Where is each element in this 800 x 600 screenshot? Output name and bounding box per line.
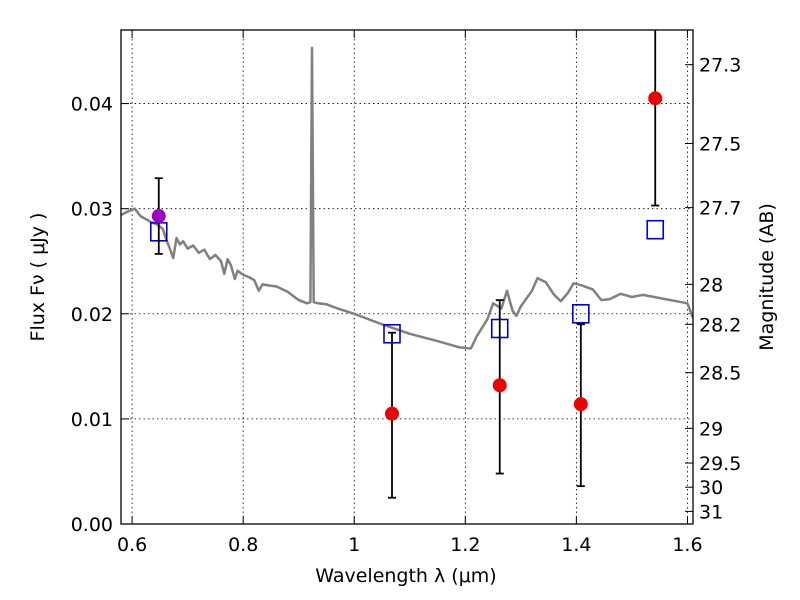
y-tick-label: 0.03 — [71, 199, 113, 221]
magnitude-tick-label: 29.5 — [699, 453, 741, 475]
model-photometry-square — [646, 219, 665, 240]
magnitude-tick-label: 28.2 — [699, 314, 741, 336]
x-axis-label: Wavelength λ (μm) — [315, 565, 496, 587]
magnitude-tick-label: 27.7 — [699, 198, 741, 220]
model-photometry-square — [572, 303, 590, 324]
x-tick-label: 1.6 — [672, 534, 702, 556]
x-tick-label: 0.6 — [117, 534, 147, 556]
y-tick-label: 0.04 — [71, 94, 113, 116]
magnitude-tick-label: 27.5 — [699, 134, 741, 156]
axis-ticks: 0.6 0.8 1 1.2 1.4 1.6 0.00 0.01 0.02 0.03 0.04 27.3… — [71, 30, 741, 556]
plot-frame — [120, 29, 694, 525]
observed-flux-point — [648, 91, 663, 106]
y2-axis-label: Magnitude (AB) — [756, 203, 778, 351]
model-photometry-series — [149, 219, 665, 344]
observed-flux-point — [385, 406, 400, 421]
magnitude-tick-label: 28 — [699, 274, 723, 296]
grid-lines — [121, 30, 693, 525]
x-tick-label: 1 — [348, 534, 360, 556]
x-tick-label: 1.2 — [450, 534, 480, 556]
x-tick-label: 0.8 — [228, 534, 258, 556]
y-tick-label: 0.00 — [71, 514, 113, 536]
observed-flux-point — [573, 397, 588, 412]
magnitude-tick-label: 29 — [699, 418, 723, 440]
y-tick-label: 0.02 — [71, 304, 113, 326]
model-spectrum — [121, 46, 693, 350]
magnitude-tick-label: 27.3 — [699, 55, 741, 77]
magnitude-tick-label: 28.5 — [699, 363, 741, 385]
y-axis-label: Flux Fν ( μJy ) — [27, 213, 49, 342]
y-tick-label: 0.01 — [71, 409, 113, 431]
observed-photometry-series — [151, 30, 663, 499]
observed-flux-point — [151, 209, 166, 224]
magnitude-tick-label: 30 — [699, 477, 723, 499]
observed-flux-point — [492, 378, 507, 393]
spectrum-line — [121, 46, 693, 350]
x-tick-label: 1.4 — [561, 534, 591, 556]
magnitude-tick-label: 31 — [699, 501, 723, 523]
